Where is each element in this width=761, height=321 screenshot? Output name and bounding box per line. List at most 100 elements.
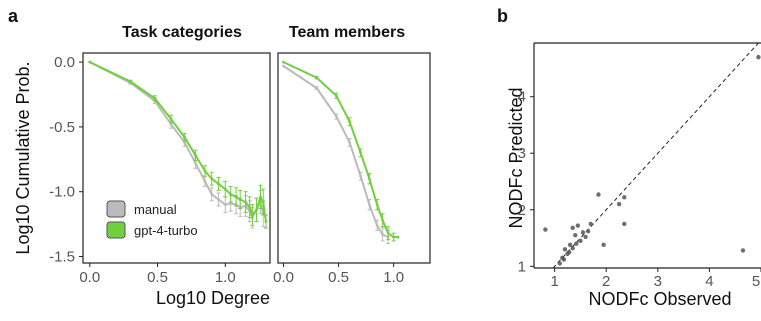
team-members-point-gpt — [375, 203, 379, 207]
team-members-point-gpt — [359, 151, 363, 155]
task-categories-point-manual — [210, 192, 214, 196]
team-members-point-gpt — [396, 235, 400, 239]
team-members-point-gpt — [315, 76, 318, 80]
nodfc-point — [622, 221, 627, 227]
task-categories-point-gpt — [203, 169, 207, 173]
plot-area-nodfc: 1 2 3 4 5 1 2 3 4 — [518, 42, 761, 290]
panel-title-team-members: Team members — [289, 24, 405, 41]
task-categories-point-gpt — [217, 182, 220, 186]
panel-letter-b: b — [497, 6, 508, 26]
nodfc-point — [570, 225, 575, 231]
task-categories-point-gpt — [238, 198, 242, 201]
nodfc-x-tick-label: 4 — [705, 273, 713, 290]
team-members-point-gpt — [368, 177, 371, 181]
nodfc-x-tick-label: 3 — [654, 273, 662, 290]
team-members-point-gpt — [334, 94, 338, 98]
team-members-point-manual — [334, 115, 338, 118]
nodfc-point — [570, 246, 575, 251]
nodfc-point — [616, 201, 622, 207]
task-categories-point-manual — [229, 201, 233, 205]
team-members-point-manual — [315, 86, 318, 90]
task-categories-point-manual — [223, 203, 227, 207]
x-axis-title-a: Log10 Degree — [156, 288, 270, 308]
nodfc-point — [561, 257, 567, 262]
task-categories-point-gpt — [183, 135, 187, 139]
task-categories-point-gpt — [261, 200, 265, 204]
task-categories-point-gpt — [129, 80, 132, 83]
y-axis-title-a: Log10 Cumulative Prob. — [13, 61, 33, 254]
team-members-point-manual — [359, 174, 363, 178]
nodfc-point — [622, 195, 627, 200]
nodfc-y-tick-label: 4 — [518, 89, 526, 106]
x-axis-title-b: NODFc Observed — [588, 289, 731, 309]
nodfc-point — [575, 223, 581, 228]
team-members-point-gpt — [282, 60, 285, 64]
team-members-point-gpt — [386, 231, 390, 235]
team-members-point-manual — [375, 224, 379, 227]
team-members-point-manual — [348, 141, 351, 144]
task-categories-y-tick-label: -1.0 — [49, 184, 75, 201]
nodfc-point — [756, 54, 761, 60]
nodfc-point — [566, 249, 572, 255]
nodfc-point — [585, 229, 591, 234]
team-members-x-tick-label: 0.0 — [273, 269, 294, 286]
nodfc-point — [740, 248, 746, 253]
task-categories-point-gpt — [210, 177, 214, 181]
team-members-point-gpt — [348, 120, 351, 124]
legend-label-manual: manual — [134, 202, 177, 217]
legend-label-gpt: gpt-4-turbo — [134, 223, 198, 238]
task-categories-point-gpt — [229, 192, 233, 196]
task-categories-point-gpt — [153, 96, 157, 100]
panel-letter-a: a — [8, 6, 19, 26]
nodfc-point — [574, 241, 579, 246]
task-categories-point-gpt — [169, 117, 173, 121]
plot-area-task-categories: 0.0 0.5 1.0 0.0 -0.5 -1.0 -1.5 — [49, 52, 271, 286]
task-categories-line-gpt — [89, 61, 267, 222]
team-members-point-gpt — [381, 218, 385, 222]
plot-area-team-members: 0.0 0.5 1.0 — [273, 52, 431, 286]
team-members-x-tick-label: 0.5 — [328, 269, 349, 286]
legend: manual gpt-4-turbo — [106, 200, 198, 239]
task-categories-y-tick-label: -1.5 — [49, 249, 75, 266]
task-categories-point-manual — [203, 179, 207, 183]
task-categories-point-manual — [169, 122, 173, 126]
nodfc-point — [557, 261, 562, 266]
nodfc-x-tick-label: 2 — [602, 273, 610, 290]
task-categories-point-gpt — [248, 205, 252, 209]
y-axis-title-b: NODFc Predicted — [506, 87, 526, 228]
legend-swatch-gpt — [106, 221, 126, 239]
nodfc-y-tick-label: 3 — [518, 145, 526, 162]
task-categories-point-gpt — [244, 200, 248, 204]
task-categories-x-tick-label: 0.0 — [79, 269, 100, 286]
team-members-point-manual — [282, 64, 285, 68]
nodfc-point — [583, 234, 588, 240]
task-categories-x-tick-label: 1.0 — [215, 269, 236, 286]
task-categories-point-gpt — [194, 154, 197, 157]
task-categories-y-tick-label: -0.5 — [49, 119, 75, 136]
task-categories-point-gpt — [264, 220, 268, 223]
nodfc-point — [588, 221, 593, 227]
team-members-frame — [277, 52, 431, 264]
nodfc-x-tick-label: 1 — [550, 273, 558, 290]
panel-title-task-categories: Task categories — [122, 24, 242, 41]
task-categories-line-manual — [89, 61, 265, 219]
nodfc-point — [573, 233, 578, 238]
task-categories-frame — [82, 52, 271, 264]
nodfc-point — [596, 192, 601, 197]
team-members-line-gpt — [283, 61, 399, 239]
task-categories-point-gpt — [255, 208, 258, 212]
task-categories-point-gpt — [259, 195, 262, 199]
nodfc-point — [562, 247, 568, 252]
team-members-point-gpt — [392, 235, 396, 239]
legend-swatch-manual — [106, 200, 126, 218]
team-members-point-manual — [368, 203, 371, 207]
task-categories-y-tick-label: 0.0 — [54, 54, 75, 71]
task-categories-point-gpt — [234, 195, 238, 199]
task-categories-point-manual — [217, 198, 220, 201]
team-members-line-manual — [282, 65, 389, 239]
nodfc-point — [567, 242, 573, 248]
nodfc-y-tick-label: 2 — [518, 202, 526, 219]
task-categories-point-gpt — [88, 60, 92, 64]
task-categories-x-tick-label: 0.5 — [147, 269, 168, 286]
